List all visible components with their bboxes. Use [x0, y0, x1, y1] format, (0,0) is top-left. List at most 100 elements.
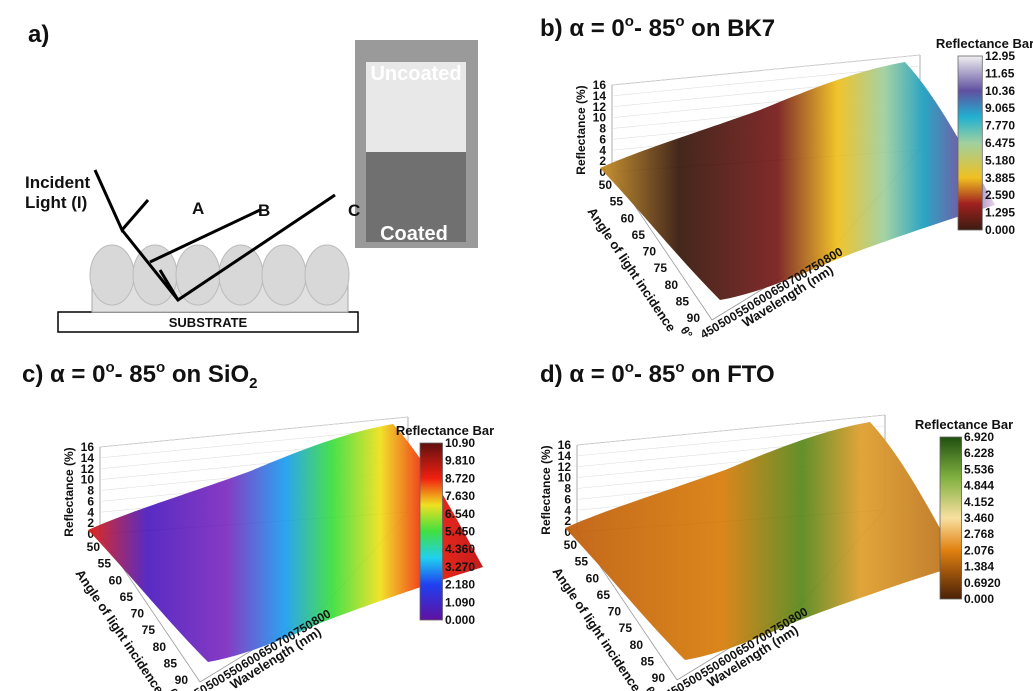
- panel-label: a): [28, 21, 49, 48]
- colorbar-tick-label: 1.295: [985, 206, 1015, 220]
- title-part: - 85: [634, 15, 675, 42]
- angle-tick-label: 60: [109, 573, 123, 587]
- title-part: o: [625, 13, 634, 30]
- title-part: - 85: [115, 361, 156, 388]
- panel-a: a) Uncoated Coated SUBSTRATE Incident Li…: [25, 21, 478, 332]
- colorbar: [420, 443, 443, 620]
- colorbar: [958, 56, 982, 230]
- ray-label: B: [258, 201, 270, 220]
- angle-tick-label: 75: [142, 623, 156, 637]
- title-part: on BK7: [684, 15, 775, 42]
- title-part: b) α = 0: [540, 15, 625, 42]
- colorbar: [940, 437, 962, 599]
- z-axis-label: Reflectance (%): [62, 447, 76, 536]
- panel-title: b) α = 0o- 85o on BK7: [540, 13, 775, 42]
- colorbar-tick-label: 5.536: [964, 462, 994, 476]
- title-part: o: [156, 359, 165, 376]
- angle-tick-label: 65: [632, 228, 646, 242]
- angle-symbol: θ°: [678, 324, 696, 341]
- colorbar-tick-label: 9.810: [445, 454, 475, 468]
- ray-label: A: [192, 199, 204, 218]
- angle-tick-label: 50: [599, 178, 613, 192]
- colorbar-tick-label: 4.360: [445, 542, 475, 556]
- angle-tick-label: 85: [164, 656, 178, 670]
- z-tick-label: 16: [558, 438, 572, 452]
- angle-tick-label: 50: [87, 540, 101, 554]
- colorbar-tick-label: 10.36: [985, 84, 1015, 98]
- incident-label: Incident: [25, 173, 91, 192]
- ray-label: C: [348, 201, 360, 220]
- incident-label: Light (I): [25, 193, 87, 212]
- colorbar-tick-label: 12.95: [985, 49, 1015, 63]
- angle-tick-label: 55: [575, 555, 589, 569]
- colorbar-tick-label: 6.920: [964, 430, 994, 444]
- colorbar-tick-label: 0.6920: [964, 576, 1001, 590]
- angle-tick-label: 75: [654, 261, 668, 275]
- colorbar-tick-label: 3.460: [964, 511, 994, 525]
- title-part: o: [675, 13, 684, 30]
- angle-tick-label: 80: [630, 638, 644, 652]
- z-tick-label: 16: [593, 78, 607, 92]
- colorbar-tick-label: 11.65: [985, 66, 1015, 80]
- title-part: o: [625, 359, 634, 376]
- z-axis-label: Reflectance (%): [539, 445, 553, 534]
- colorbar-tick-label: 2.768: [964, 527, 994, 541]
- colorbar-tick-label: 3.270: [445, 560, 475, 574]
- angle-tick-label: 55: [610, 195, 624, 209]
- angle-tick-label: 60: [621, 211, 635, 225]
- z-axis-label: Reflectance (%): [574, 85, 588, 174]
- colorbar-tick-label: 6.475: [985, 136, 1015, 150]
- colorbar-tick-label: 7.630: [445, 489, 475, 503]
- title-part: c) α = 0: [22, 361, 105, 388]
- colorbar-tick-label: 0.000: [445, 613, 475, 627]
- colorbar-tick-label: 10.90: [445, 436, 475, 450]
- panel-title: c) α = 0o- 85o on SiO2: [22, 359, 258, 392]
- angle-tick-label: 90: [175, 673, 189, 687]
- panel-title: d) α = 0o- 85o on FTO: [540, 359, 775, 388]
- substrate-label: SUBSTRATE: [169, 315, 248, 330]
- colorbar-tick-label: 1.384: [964, 560, 994, 574]
- angle-tick-label: 90: [652, 671, 666, 685]
- figure: a) Uncoated Coated SUBSTRATE Incident Li…: [0, 0, 1033, 691]
- angle-tick-label: 70: [608, 605, 622, 619]
- colorbar-tick-label: 6.540: [445, 507, 475, 521]
- title-part: o: [105, 359, 114, 376]
- z-tick-label: 16: [81, 440, 95, 454]
- title-part: - 85: [634, 361, 675, 388]
- angle-tick-label: 85: [676, 294, 690, 308]
- angle-tick-label: 65: [597, 588, 611, 602]
- colorbar-tick-label: 0.000: [964, 592, 994, 606]
- angle-tick-label: 65: [120, 590, 134, 604]
- angle-tick-label: 90: [687, 311, 701, 325]
- colorbar-tick-label: 5.450: [445, 525, 475, 539]
- colorbar-tick-label: 5.180: [985, 153, 1015, 167]
- angle-tick-label: 70: [131, 607, 145, 621]
- title-part: 2: [249, 375, 257, 392]
- angle-tick-label: 80: [153, 640, 167, 654]
- coated-label: Coated: [380, 223, 448, 245]
- colorbar-tick-label: 4.152: [964, 495, 994, 509]
- colorbar-tick-label: 1.090: [445, 595, 475, 609]
- angle-tick-label: 55: [98, 557, 112, 571]
- angle-tick-label: 75: [619, 621, 633, 635]
- angle-tick-label: 70: [643, 245, 657, 259]
- colorbar-tick-label: 2.590: [985, 188, 1015, 202]
- colorbar-tick-label: 6.228: [964, 446, 994, 460]
- title-part: on FTO: [684, 361, 774, 388]
- angle-tick-label: 80: [665, 278, 679, 292]
- title-part: d) α = 0: [540, 361, 625, 388]
- colorbar-tick-label: 0.000: [985, 223, 1015, 237]
- title-part: on SiO: [165, 361, 249, 388]
- colorbar-tick-label: 2.180: [445, 578, 475, 592]
- colorbar-tick-label: 3.885: [985, 171, 1015, 185]
- colorbar-tick-label: 8.720: [445, 471, 475, 485]
- title-part: o: [675, 359, 684, 376]
- colorbar-tick-label: 2.076: [964, 543, 994, 557]
- colorbar-tick-label: 9.065: [985, 101, 1015, 115]
- angle-tick-label: 60: [586, 571, 600, 585]
- colorbar-tick-label: 7.770: [985, 119, 1015, 133]
- angle-tick-label: 85: [641, 654, 655, 668]
- colorbar-tick-label: 4.844: [964, 479, 994, 493]
